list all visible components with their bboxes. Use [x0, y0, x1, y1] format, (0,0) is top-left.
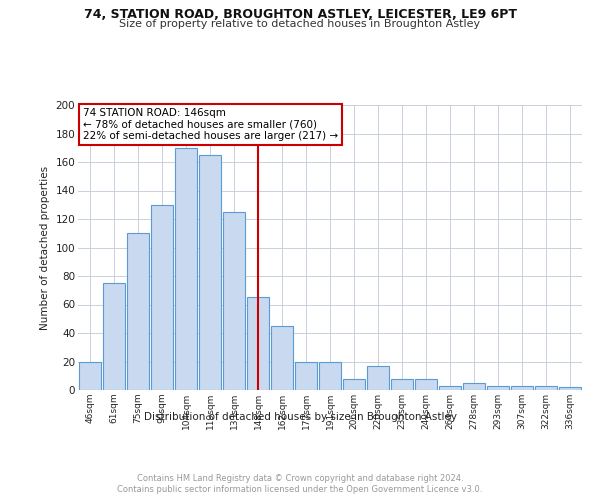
Bar [463, 383, 485, 390]
Bar [559, 387, 581, 390]
Bar [319, 362, 341, 390]
Bar [175, 148, 197, 390]
Bar [487, 386, 509, 390]
Y-axis label: Number of detached properties: Number of detached properties [40, 166, 50, 330]
Text: Distribution of detached houses by size in Broughton Astley: Distribution of detached houses by size … [143, 412, 457, 422]
Text: Contains public sector information licensed under the Open Government Licence v3: Contains public sector information licen… [118, 485, 482, 494]
Bar [535, 386, 557, 390]
Bar [223, 212, 245, 390]
Bar [151, 205, 173, 390]
Text: Contains HM Land Registry data © Crown copyright and database right 2024.: Contains HM Land Registry data © Crown c… [137, 474, 463, 483]
Text: 74, STATION ROAD, BROUGHTON ASTLEY, LEICESTER, LE9 6PT: 74, STATION ROAD, BROUGHTON ASTLEY, LEIC… [83, 8, 517, 20]
Bar [511, 386, 533, 390]
Bar [415, 378, 437, 390]
Bar [199, 155, 221, 390]
Bar [343, 378, 365, 390]
Bar [295, 362, 317, 390]
Text: 74 STATION ROAD: 146sqm
← 78% of detached houses are smaller (760)
22% of semi-d: 74 STATION ROAD: 146sqm ← 78% of detache… [83, 108, 338, 141]
Bar [247, 298, 269, 390]
Bar [367, 366, 389, 390]
Bar [79, 362, 101, 390]
Bar [127, 233, 149, 390]
Bar [439, 386, 461, 390]
Bar [103, 283, 125, 390]
Bar [391, 378, 413, 390]
Text: Size of property relative to detached houses in Broughton Astley: Size of property relative to detached ho… [119, 19, 481, 29]
Bar [271, 326, 293, 390]
